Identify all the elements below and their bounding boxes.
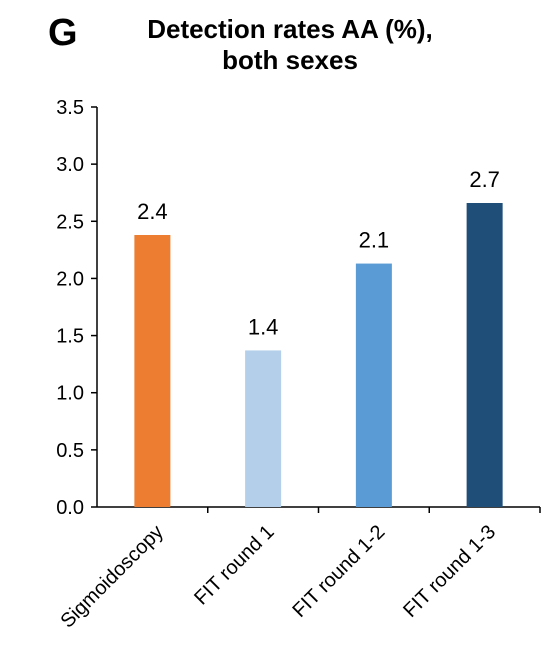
bar xyxy=(245,350,282,507)
x-tick-label: Sigmoidoscopy xyxy=(56,521,167,632)
y-tick-label: 2.0 xyxy=(56,268,84,290)
chart-title-line-2: both sexes xyxy=(222,45,358,75)
bar xyxy=(355,263,392,507)
data-label: 1.4 xyxy=(248,314,279,339)
x-tick-label: FIT round 1 xyxy=(190,521,278,609)
y-tick-label: 2.5 xyxy=(56,211,84,233)
y-tick-label: 3.5 xyxy=(56,97,84,119)
panel-label: G xyxy=(48,12,78,54)
y-tick-label: 1.0 xyxy=(56,383,84,405)
y-tick-label: 0.5 xyxy=(56,440,84,462)
data-label: 2.7 xyxy=(469,167,500,192)
chart-title: Detection rates AA (%), both sexes xyxy=(100,14,480,76)
y-tick-label: 1.5 xyxy=(56,326,84,348)
y-tick-label: 0.0 xyxy=(56,497,84,519)
bar xyxy=(134,235,171,507)
x-tick-label: FIT round 1-2 xyxy=(288,521,389,622)
y-tick-label: 3.0 xyxy=(56,154,84,176)
bar xyxy=(466,203,503,507)
x-tick-label: FIT round 1-3 xyxy=(399,521,500,622)
data-label: 2.1 xyxy=(359,228,390,253)
data-label: 2.4 xyxy=(137,199,168,224)
chart-title-line-1: Detection rates AA (%), xyxy=(147,14,433,44)
